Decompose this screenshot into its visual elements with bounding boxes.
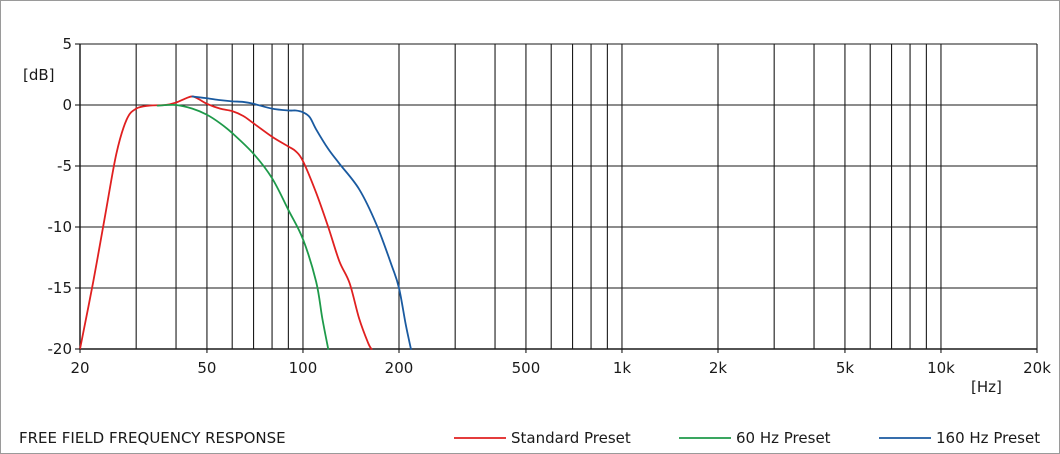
x-tick-label: 2k: [709, 359, 728, 377]
x-axis-label: [Hz]: [971, 378, 1002, 396]
x-tick-label: 200: [385, 359, 414, 377]
y-tick-label: -10: [48, 218, 73, 236]
chart-title: FREE FIELD FREQUENCY RESPONSE: [19, 429, 286, 447]
series-line-2: [191, 95, 412, 350]
y-tick-label: 5: [62, 35, 72, 53]
series-line-0: [79, 95, 373, 350]
x-tick-label: 100: [289, 359, 318, 377]
series-line-1: [156, 103, 330, 350]
x-tick-label: 20k: [1023, 359, 1051, 377]
series: [79, 95, 412, 350]
legend-label: 160 Hz Preset: [936, 429, 1040, 447]
y-tick-label: -5: [57, 157, 72, 175]
x-tick-label: 20: [70, 359, 89, 377]
grid: [79, 43, 1038, 350]
x-tick-label: 50: [197, 359, 216, 377]
x-tick-label: 10k: [927, 359, 955, 377]
x-tick-label: 500: [512, 359, 541, 377]
x-tick-label: 1k: [613, 359, 632, 377]
legend-label: Standard Preset: [511, 429, 631, 447]
y-tick-label: 0: [62, 96, 72, 114]
axes: [79, 44, 1037, 350]
y-axis-label: [dB]: [23, 66, 55, 84]
x-tick-label: 5k: [836, 359, 855, 377]
y-tick-label: -15: [48, 279, 73, 297]
legend-label: 60 Hz Preset: [736, 429, 831, 447]
y-tick-label: -20: [48, 340, 73, 358]
legend: Standard Preset 60 Hz Preset 160 Hz Preset: [454, 429, 1040, 447]
